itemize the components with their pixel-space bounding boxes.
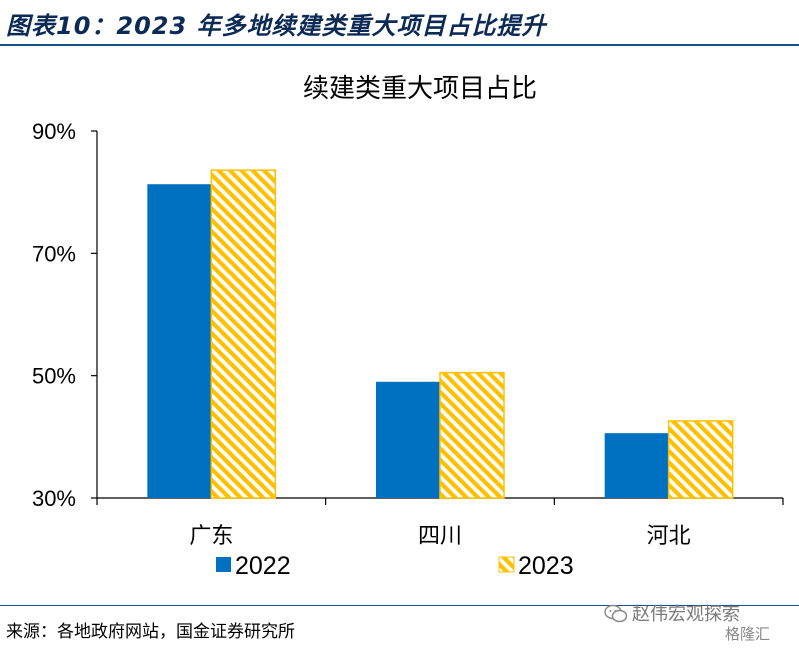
watermark-main: 赵伟宏观探索 [632,604,740,625]
legend-label: 2023 [518,552,574,580]
legend-swatch-2022 [216,557,231,572]
wechat-icon [604,604,628,623]
watermark-sub: 格隆汇 [725,625,771,643]
bar-2023-四川 [439,371,505,499]
legend-swatch-2023 [498,556,515,573]
y-axis: 30% 50% 70% 90% [32,119,98,511]
chart-title: 续建类重大项目占比 [303,74,537,104]
x-category-label: 四川 [418,524,462,549]
y-tick-label: 90% [32,119,76,144]
bottom-divider [0,605,799,606]
bar-2022-河北 [604,433,669,498]
y-tick-label: 30% [32,486,76,511]
legend: 2022 2023 [216,552,574,580]
x-axis: 广东 四川 河北 [96,497,784,549]
bar-2022-四川 [376,381,440,498]
bar-2022-广东 [147,184,212,498]
bar-2023-广东 [210,169,277,499]
bars-group [147,169,734,499]
figure-title: 图表10：2023 年多地续建类重大项目占比提升 [6,12,547,40]
bar-2023-河北 [667,420,734,499]
y-tick-label: 70% [32,241,76,266]
y-tick-label: 50% [32,364,76,389]
bar-chart: 续建类重大项目占比 30% 50% 70% 90% 广东 四川 河北 2022 2023 [32,74,784,580]
legend-label: 2022 [235,552,291,580]
x-category-label: 河北 [647,524,691,549]
source-note: 来源：各地政府网站，国金证券研究所 [6,622,295,642]
x-category-label: 广东 [189,524,233,549]
top-divider [0,44,799,46]
